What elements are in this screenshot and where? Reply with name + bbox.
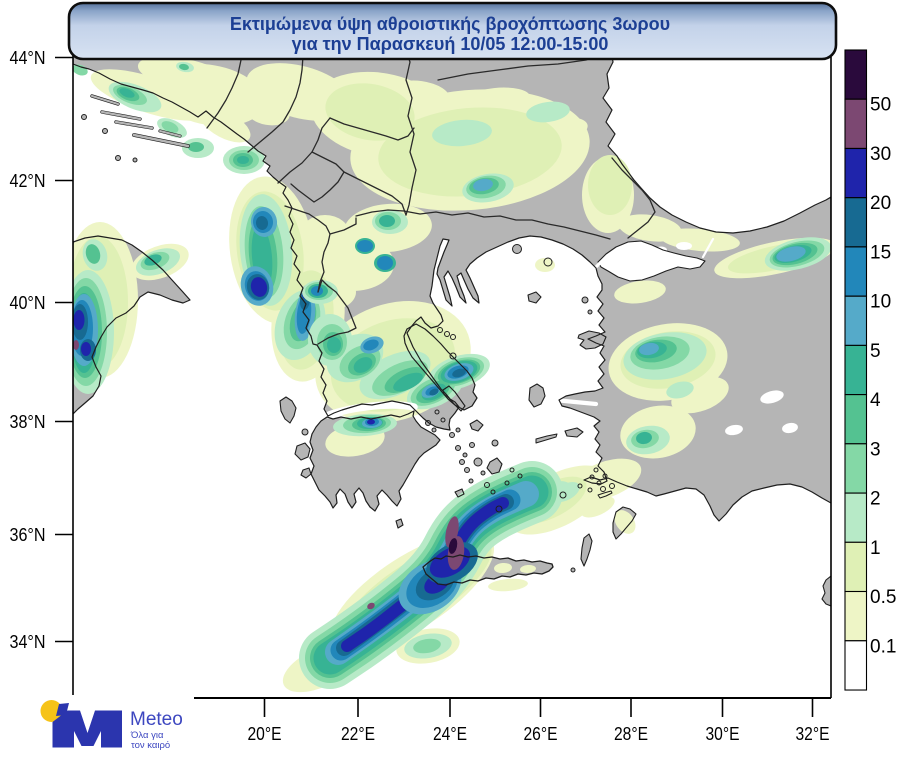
- svg-text:24°E: 24°E: [433, 723, 467, 744]
- svg-text:42°N: 42°N: [10, 171, 46, 191]
- svg-text:2: 2: [870, 489, 881, 510]
- svg-text:20°E: 20°E: [248, 723, 282, 744]
- svg-text:20: 20: [870, 193, 891, 214]
- svg-text:0.5: 0.5: [870, 587, 896, 608]
- svg-text:Εκτιμώμενα ύψη αθροιστικής βρο: Εκτιμώμενα ύψη αθροιστικής βροχόπτωσης 3…: [230, 14, 670, 34]
- svg-text:4: 4: [870, 390, 881, 411]
- svg-text:10: 10: [870, 292, 891, 313]
- svg-text:28°E: 28°E: [614, 723, 648, 744]
- svg-text:32°E: 32°E: [796, 723, 830, 744]
- svg-text:40°N: 40°N: [10, 293, 46, 313]
- svg-text:0.1: 0.1: [870, 636, 896, 657]
- svg-text:50: 50: [870, 95, 891, 116]
- svg-text:36°N: 36°N: [10, 525, 46, 545]
- svg-text:38°N: 38°N: [10, 412, 46, 432]
- svg-text:Meteo: Meteo: [130, 709, 183, 730]
- svg-text:Όλα για: Όλα για: [130, 730, 164, 741]
- svg-text:3: 3: [870, 439, 881, 460]
- svg-text:5: 5: [870, 341, 881, 362]
- svg-text:για την Παρασκευή 10/05 12:00-: για την Παρασκευή 10/05 12:00-15:00: [292, 34, 609, 54]
- svg-text:30: 30: [870, 144, 891, 165]
- svg-text:44°N: 44°N: [10, 48, 46, 68]
- svg-text:34°N: 34°N: [10, 632, 46, 652]
- svg-text:1: 1: [870, 538, 881, 559]
- svg-text:30°E: 30°E: [706, 723, 740, 744]
- svg-text:22°E: 22°E: [341, 723, 375, 744]
- svg-text:τον καιρό: τον καιρό: [131, 740, 170, 751]
- svg-text:15: 15: [870, 242, 891, 263]
- svg-text:26°E: 26°E: [524, 723, 558, 744]
